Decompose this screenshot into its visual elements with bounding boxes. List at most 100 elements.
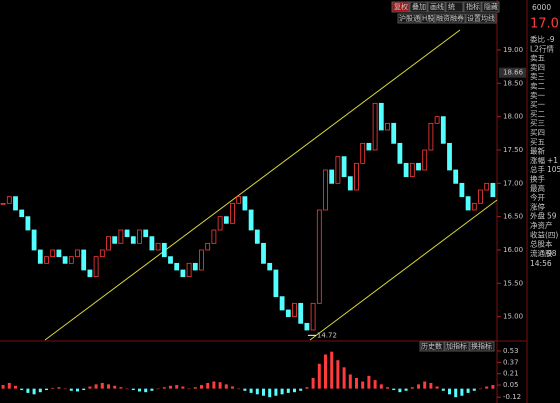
sidebar-label: 卖四	[530, 63, 545, 72]
y-tick-label: 19.00	[503, 46, 523, 54]
y-tick-label: 18.50	[503, 79, 523, 87]
macd-bar	[373, 380, 377, 389]
sidebar-label: 涨停	[530, 201, 545, 211]
macd-bar	[107, 384, 110, 389]
macd-bar	[57, 387, 61, 389]
candle	[416, 162, 421, 171]
candle	[490, 182, 496, 198]
candle	[68, 256, 74, 264]
upper-trendline	[44, 29, 461, 341]
sidebar-label: 最新	[530, 146, 545, 156]
candle	[62, 256, 68, 264]
macd-bar	[20, 388, 24, 391]
macd-bar	[237, 388, 241, 390]
candle	[137, 229, 142, 244]
sidebar-label: 总手	[530, 164, 545, 174]
macd-bar	[51, 387, 55, 389]
candle	[440, 116, 446, 144]
toolbar-button[interactable]	[434, 13, 466, 24]
toolbar-label: 叠加	[412, 2, 426, 11]
candle	[329, 169, 335, 184]
toolbar-button[interactable]	[427, 1, 446, 13]
candle	[87, 269, 93, 278]
macd-bar	[100, 382, 104, 389]
sidebar-label: 买五	[530, 137, 545, 146]
y-tick-label: 0.53	[503, 347, 519, 355]
macd-bar	[131, 388, 135, 391]
macd-bar	[243, 388, 247, 391]
candle	[323, 169, 328, 211]
macd-bar	[200, 385, 203, 389]
candle	[192, 262, 198, 271]
candle	[112, 236, 118, 244]
sidebar-label: 外盘	[530, 211, 545, 221]
candle	[434, 116, 440, 124]
candle	[316, 209, 322, 304]
macd-bar	[224, 384, 228, 389]
candle	[99, 249, 105, 258]
macd-bar	[305, 387, 309, 389]
sidebar-label: 流通股	[530, 248, 553, 258]
candle	[93, 256, 99, 278]
sidebar-value: 98	[547, 249, 557, 258]
candle	[478, 189, 483, 204]
sidebar-label: 今开	[530, 192, 545, 202]
indicator-button[interactable]	[469, 341, 495, 352]
macd-bar	[26, 388, 30, 393]
macd-bar	[435, 386, 439, 389]
indicator-button[interactable]	[419, 341, 445, 352]
macd-bar	[206, 382, 210, 389]
candle	[341, 156, 347, 178]
candle	[149, 236, 155, 251]
sidebar-label: 买一	[530, 100, 545, 109]
candle	[453, 169, 459, 184]
toolbar-button[interactable]	[463, 1, 482, 13]
chart: 19.00 18.50 18.00 17.50 17.00 16.50 16.00 15.50…	[0, 46, 526, 401]
toolbar-button[interactable]	[397, 13, 421, 24]
macd-bar	[7, 382, 11, 389]
toolbar-label: 复权	[394, 2, 408, 11]
candle	[447, 142, 452, 171]
macd-bar	[38, 388, 42, 393]
sidebar-label: 卖五	[530, 54, 545, 63]
macd-bar	[268, 388, 272, 398]
candle	[143, 229, 149, 238]
candle	[465, 196, 471, 211]
toolbar-button[interactable]	[481, 1, 500, 13]
macd-bar	[410, 387, 414, 389]
candle	[347, 176, 353, 191]
candle	[292, 302, 297, 318]
toolbar-label: 指标	[466, 2, 480, 11]
macd-bar	[454, 388, 458, 398]
macd-bar	[63, 388, 67, 390]
candle	[211, 229, 217, 244]
indicator-button[interactable]	[444, 341, 470, 352]
candle	[261, 242, 266, 264]
sidebar-label: 收益(四)	[530, 229, 558, 239]
toolbar-label: 画线	[430, 2, 444, 11]
macd-bar	[311, 377, 315, 389]
stock-price: 17.0	[530, 17, 559, 32]
toolbar-button[interactable]	[465, 13, 497, 24]
toolbar-label: 融资融券	[436, 14, 464, 23]
candle	[279, 296, 285, 311]
macd-bar	[119, 387, 123, 389]
candle	[0, 202, 6, 205]
price-marker-box	[499, 67, 526, 78]
toolbar-button[interactable]	[409, 1, 428, 13]
toolbar-button[interactable]	[445, 1, 464, 13]
toolbar-label: 隐藏	[484, 2, 498, 11]
candle	[180, 269, 186, 278]
macd-bar	[466, 388, 470, 393]
macd-bar	[460, 388, 464, 396]
candle	[223, 216, 229, 224]
toolbar-label: 设置均线	[467, 14, 495, 23]
macd-bar	[293, 388, 296, 393]
y-tick-label: 15.00	[503, 313, 523, 321]
macd-bar	[472, 388, 476, 391]
indicator-label: 加指标	[446, 342, 467, 351]
macd-bar	[187, 388, 191, 390]
toolbar-button[interactable]	[420, 13, 435, 24]
toolbar-button[interactable]	[391, 1, 410, 13]
